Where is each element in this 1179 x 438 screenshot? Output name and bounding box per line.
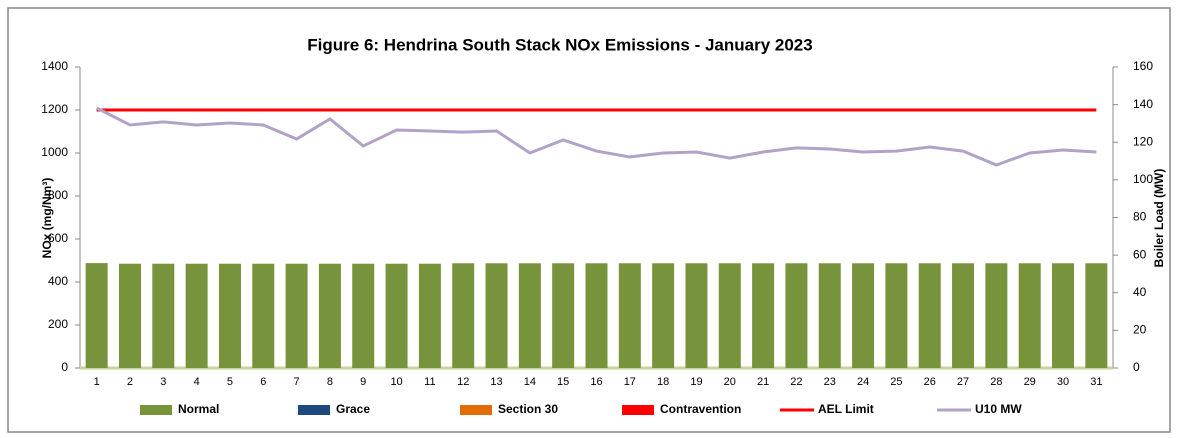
y-tick-label: 800 [48, 188, 68, 202]
y-axis-label: NOx (mg/Nm³) [40, 178, 54, 259]
x-tick-label: 18 [657, 376, 669, 388]
legend-label: Contravention [660, 402, 741, 416]
y2-tick-label: 0 [1133, 360, 1140, 374]
y2-tick-label: 40 [1133, 285, 1147, 299]
bar [385, 263, 408, 368]
x-tick-label: 27 [957, 376, 969, 388]
y-tick-label: 1400 [41, 59, 68, 73]
bar [185, 263, 208, 368]
y2-tick-label: 80 [1133, 210, 1147, 224]
bar [952, 263, 975, 368]
x-tick-label: 12 [457, 376, 469, 388]
bar [252, 263, 275, 368]
x-tick-label: 17 [624, 376, 636, 388]
legend-label: Grace [336, 402, 370, 416]
bar [485, 263, 508, 368]
y-tick-label: 1200 [41, 102, 68, 116]
y2-tick-label: 140 [1133, 97, 1153, 111]
x-tick-label: 28 [990, 376, 1002, 388]
bar [352, 263, 375, 368]
x-tick-label: 11 [424, 376, 435, 388]
y-tick-label: 1000 [41, 145, 68, 159]
bar [1085, 263, 1108, 368]
y-tick-label: 200 [48, 317, 68, 331]
x-tick-label: 29 [1024, 376, 1036, 388]
legend-swatch [140, 405, 172, 415]
y2-tick-label: 160 [1133, 59, 1153, 73]
bar [85, 263, 108, 368]
legend-label: U10 MW [975, 402, 1022, 416]
chart-title: Figure 6: Hendrina South Stack NOx Emiss… [307, 35, 812, 54]
legend-label: AEL Limit [818, 402, 874, 416]
y-tick-label: 400 [48, 274, 68, 288]
x-tick-label: 15 [557, 376, 569, 388]
x-tick-label: 2 [127, 376, 133, 388]
x-tick-label: 1 [94, 376, 100, 388]
bar [618, 263, 641, 368]
bar [318, 263, 341, 368]
bar [1052, 263, 1075, 368]
legend-label: Section 30 [498, 402, 558, 416]
x-tick-label: 8 [327, 376, 333, 388]
x-tick-label: 21 [757, 376, 769, 388]
bar [152, 263, 175, 368]
x-tick-label: 30 [1057, 376, 1069, 388]
x-tick-label: 7 [294, 376, 300, 388]
legend-swatch [298, 405, 330, 415]
bar [818, 263, 841, 368]
x-tick-label: 20 [724, 376, 736, 388]
bar [285, 263, 308, 368]
bar [718, 263, 741, 368]
y-tick-label: 0 [61, 360, 68, 374]
y2-tick-label: 20 [1133, 323, 1147, 337]
x-tick-label: 26 [924, 376, 936, 388]
y2-tick-label: 60 [1133, 247, 1147, 261]
bar [552, 263, 575, 368]
bar [852, 263, 875, 368]
bar [518, 263, 541, 368]
y2-tick-label: 100 [1133, 172, 1153, 186]
y-tick-label: 600 [48, 231, 68, 245]
x-tick-label: 22 [790, 376, 802, 388]
bar [218, 263, 241, 368]
bar [1018, 263, 1041, 368]
bar [418, 263, 441, 368]
x-tick-label: 4 [194, 376, 200, 388]
x-tick-label: 16 [590, 376, 602, 388]
bar [752, 263, 775, 368]
bar [885, 263, 908, 368]
y2-tick-label: 120 [1133, 134, 1153, 148]
x-tick-label: 14 [524, 376, 536, 388]
x-tick-label: 6 [260, 376, 266, 388]
bar [918, 263, 941, 368]
legend-swatch [622, 405, 654, 415]
x-tick-label: 19 [690, 376, 702, 388]
x-tick-label: 25 [890, 376, 902, 388]
x-tick-label: 24 [857, 376, 869, 388]
bar [652, 263, 675, 368]
line [95, 106, 1097, 167]
bar [785, 263, 808, 368]
bar [452, 263, 475, 368]
legend-label: Normal [178, 402, 219, 416]
bar [985, 263, 1008, 368]
x-tick-label: 31 [1090, 376, 1102, 388]
x-tick-label: 23 [824, 376, 836, 388]
x-tick-label: 9 [360, 376, 366, 388]
bar [685, 263, 708, 368]
x-tick-label: 5 [227, 376, 233, 388]
x-tick-label: 10 [390, 376, 402, 388]
bar [585, 263, 608, 368]
bar [118, 263, 141, 368]
y2-axis-label: Boiler Load (MW) [1152, 169, 1166, 268]
legend-swatch [460, 405, 492, 415]
x-tick-label: 3 [160, 376, 166, 388]
x-tick-label: 13 [490, 376, 502, 388]
